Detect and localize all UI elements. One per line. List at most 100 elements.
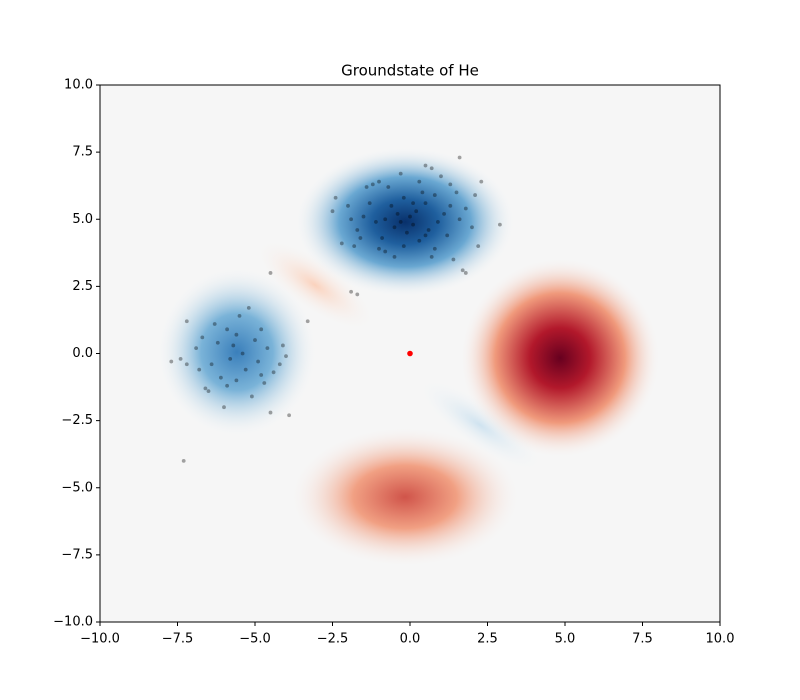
scatter-point [200,335,205,340]
scatter-point [473,193,477,197]
x-tick-label: 10.0 [706,632,735,647]
scatter-point [209,362,214,367]
scatter-point [479,179,484,184]
scatter-point [439,174,443,179]
scatter-point [498,222,502,227]
scatter-point [346,203,350,208]
scatter-point [284,354,288,359]
x-tick-label: 2.5 [477,632,498,647]
scatter-point [206,389,211,393]
x-tick-label: −2.5 [317,632,349,647]
scatter-point [219,375,223,380]
scatter-point [463,206,468,211]
scatter-point [212,322,217,326]
scatter-point [271,370,276,375]
scatter-point [225,327,230,332]
scatter-point [259,373,264,377]
scatter-point [414,209,419,214]
scatter-point [361,214,366,219]
scatter-point [377,246,381,251]
scatter-point [358,236,363,240]
scatter-point [268,410,273,415]
scatter-point [194,346,199,351]
scatter-point [398,171,403,176]
scatter-point [364,185,369,189]
scatter-point [349,217,353,222]
scatter-point [215,340,220,345]
scatter-point [383,249,388,254]
scatter-point [426,228,431,232]
heatmap [100,85,720,622]
scatter-point [420,190,425,195]
scatter-point [476,244,481,249]
scatter-point [442,211,446,216]
scatter-point [386,185,391,189]
scatter-point [380,236,384,240]
x-tick-label: −7.5 [162,632,194,647]
y-tick-label: 0.0 [72,346,93,361]
scatter-point [237,314,242,318]
scatter-point [423,233,428,238]
scatter-point [246,305,251,310]
scatter-point [281,343,285,348]
scatter-point [411,222,415,227]
scatter-point [228,356,233,361]
y-tick-label: −10.0 [53,615,93,630]
scatter-point [417,238,422,243]
scatter-point [181,459,186,463]
scatter-point [451,257,456,262]
x-tick-label: −5.0 [239,632,271,647]
x-tick-label: 0.0 [400,632,421,647]
scatter-point [222,405,226,410]
scatter-point [355,228,360,232]
scatter-point [262,381,267,385]
x-tick-label: −10.0 [80,632,120,647]
scatter-point [377,179,381,184]
scatter-point [436,220,440,224]
scatter-point [470,225,474,230]
scatter-point [339,241,344,246]
scatter-point [395,211,400,216]
scatter-point [423,201,428,206]
scatter-point [448,203,453,208]
scatter-point [411,201,415,206]
scatter-point [330,209,335,214]
scatter-point [203,386,208,391]
scatter-point [432,246,437,251]
scatter-point [407,350,413,357]
scatter-point [333,195,338,200]
scatter-point [184,362,189,367]
scatter-point [429,166,434,171]
scatter-point [234,332,239,337]
scatter-point [349,289,353,294]
scatter-point [305,319,310,324]
scatter-point [423,163,428,168]
scatter-point [457,217,462,222]
scatter-point [178,356,183,361]
scatter-point [367,201,372,206]
scatter-point [265,346,270,351]
scatter-point [256,359,260,364]
scatter-point [408,214,412,219]
scatter-point [352,244,357,249]
scatter-point [460,268,465,273]
x-tick-label: 5.0 [555,632,576,647]
scatter-point [240,351,245,356]
scatter-point [355,292,360,297]
y-tick-label: −7.5 [61,547,93,562]
y-tick-label: 7.5 [72,145,93,160]
scatter-point [287,413,291,418]
scatter-point [370,182,375,187]
scatter-point [429,254,434,259]
y-tick-label: 2.5 [72,279,93,294]
scatter-point [389,203,394,208]
scatter-point [463,271,468,275]
chart-title: Groundstate of He [341,62,479,80]
scatter-point [392,225,397,230]
scatter-point [405,230,409,235]
scatter-point [259,327,264,332]
scatter-point [277,362,282,367]
scatter-point [374,220,378,224]
scatter-point [250,394,254,399]
